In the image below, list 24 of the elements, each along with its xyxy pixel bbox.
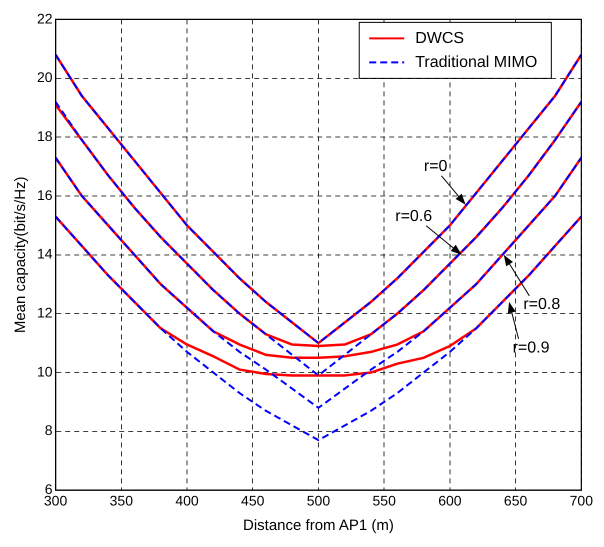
x-tick-label: 600: [438, 492, 462, 508]
y-tick-label: 14: [36, 246, 53, 262]
x-tick-label: 400: [175, 492, 199, 508]
y-axis-title: Mean capacity(bit/s/Hz): [12, 176, 30, 334]
x-tick-label: 650: [504, 492, 528, 508]
annotation: r=0.9: [512, 339, 550, 356]
y-tick-label: 18: [36, 128, 53, 144]
annotation: r=0.6: [395, 208, 432, 226]
y-tick-label: 20: [36, 69, 53, 86]
x-tick-label: 450: [241, 492, 265, 508]
annotation: r=0: [424, 158, 448, 176]
y-tick-label: 8: [44, 422, 53, 438]
x-axis-title: Distance from AP1 (m): [243, 517, 394, 534]
x-tick-label: 550: [372, 492, 396, 508]
legend-label: DWCS: [415, 30, 464, 47]
x-tick-label: 700: [570, 492, 594, 508]
y-tick-label: 10: [36, 363, 53, 380]
legend-label: Traditional MIMO: [415, 54, 538, 71]
x-tick-label: 350: [110, 492, 134, 508]
y-tick-label: 16: [36, 186, 53, 203]
y-tick-label: 22: [36, 10, 53, 26]
annotation: r=0.8: [523, 296, 560, 314]
y-tick-label: 12: [36, 304, 53, 321]
x-tick-label: 500: [306, 492, 330, 508]
